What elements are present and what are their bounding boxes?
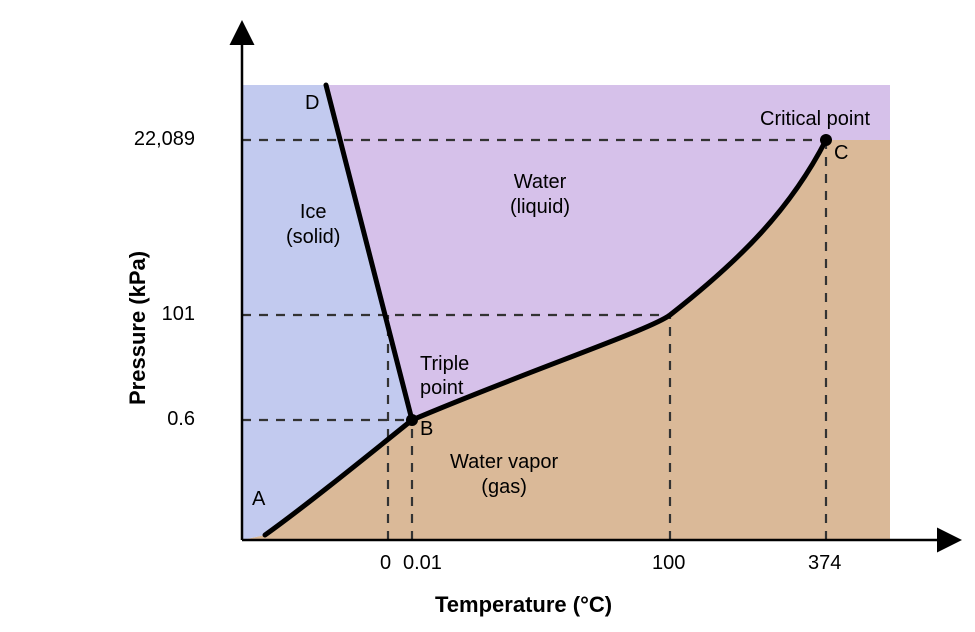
region-vapor-line1: Water vapor — [450, 451, 558, 473]
y-axis-label: Pressure (kPa) — [125, 251, 151, 405]
region-vapor-line2: (gas) — [481, 476, 527, 498]
label-B: B — [420, 418, 433, 441]
label-critical-point: Critical point — [760, 108, 870, 131]
y-tick-1: 101 — [162, 303, 195, 326]
region-vapor-label: Water vapor (gas) — [450, 450, 558, 500]
region-water-line1: Water — [514, 171, 567, 193]
point-critical — [820, 134, 832, 146]
x-axis-label: Temperature (°C) — [435, 592, 612, 618]
x-tick-1: 0.01 — [403, 552, 442, 575]
label-C: C — [834, 142, 848, 165]
label-D: D — [305, 92, 319, 115]
region-ice-label: Ice (solid) — [286, 200, 340, 250]
region-ice-line2: (solid) — [286, 226, 340, 248]
region-ice-line1: Ice — [300, 201, 327, 223]
region-water-label: Water (liquid) — [510, 170, 570, 220]
label-A: A — [252, 488, 265, 511]
x-tick-2: 100 — [652, 552, 685, 575]
y-tick-2: 22,089 — [134, 128, 195, 151]
point-triple — [406, 414, 418, 426]
y-tick-0: 0.6 — [167, 408, 195, 431]
region-water-line2: (liquid) — [510, 196, 570, 218]
x-tick-0: 0 — [380, 552, 391, 575]
x-tick-3: 374 — [808, 552, 841, 575]
label-triple-point: Triple point — [420, 352, 469, 400]
